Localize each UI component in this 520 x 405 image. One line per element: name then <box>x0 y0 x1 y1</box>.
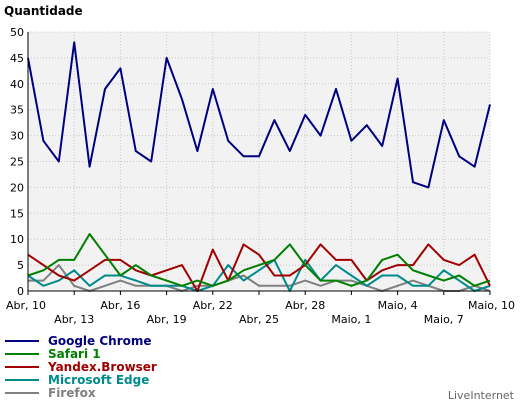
y-tick-label: 5 <box>17 259 24 272</box>
y-tick-label: 30 <box>10 130 24 143</box>
series-line-yandex-browser <box>27 243 491 292</box>
series-lines <box>27 41 491 292</box>
x-tick-label: Maio, 10 <box>468 299 515 312</box>
y-tick-label: 0 <box>17 285 24 298</box>
y-axis-label: Quantidade <box>4 4 83 18</box>
x-tick-label: Maio, 7 <box>424 313 464 326</box>
x-tick-label: Maio, 1 <box>331 313 371 326</box>
brand-label: LiveInternet <box>448 389 515 402</box>
legend-label: Google Chrome <box>48 334 152 348</box>
legend-label: Firefox <box>48 386 96 400</box>
x-tick-label: Abr, 10 <box>6 299 46 312</box>
x-tick-label: Abr, 28 <box>285 299 325 312</box>
series-line-firefox <box>28 264 491 292</box>
x-tick-label: Abr, 19 <box>147 313 187 326</box>
y-tick-label: 15 <box>10 207 24 220</box>
y-tick-label: 50 <box>10 26 24 39</box>
y-ticks: 0 5 10 15 20 25 30 35 40 45 50 <box>10 26 24 298</box>
y-tick-label: 25 <box>10 156 24 169</box>
x-ticks: Abr, 10 Abr, 13 Abr, 16 Abr, 19 Abr, 22 Abr, … <box>6 291 515 326</box>
x-tick-label: Abr, 16 <box>100 299 140 312</box>
x-tick-label: Maio, 4 <box>378 299 418 312</box>
legend-label: Microsoft Edge <box>48 373 149 387</box>
y-tick-label: 10 <box>10 233 24 246</box>
y-tick-label: 40 <box>10 78 24 91</box>
series-line-google-chrome <box>27 41 491 189</box>
y-tick-label: 45 <box>10 52 24 65</box>
series-line-microsoft-edge <box>27 258 491 292</box>
legend-label: Yandex.Browser <box>47 360 157 374</box>
x-tick-label: Abr, 22 <box>193 299 233 312</box>
legend-label: Safari 1 <box>48 347 101 361</box>
y-tick-label: 35 <box>10 104 24 117</box>
x-tick-label: Abr, 13 <box>54 313 94 326</box>
y-tick-label: 20 <box>10 181 24 194</box>
series-line-safari-1 <box>27 233 491 287</box>
x-tick-label: Abr, 25 <box>239 313 279 326</box>
